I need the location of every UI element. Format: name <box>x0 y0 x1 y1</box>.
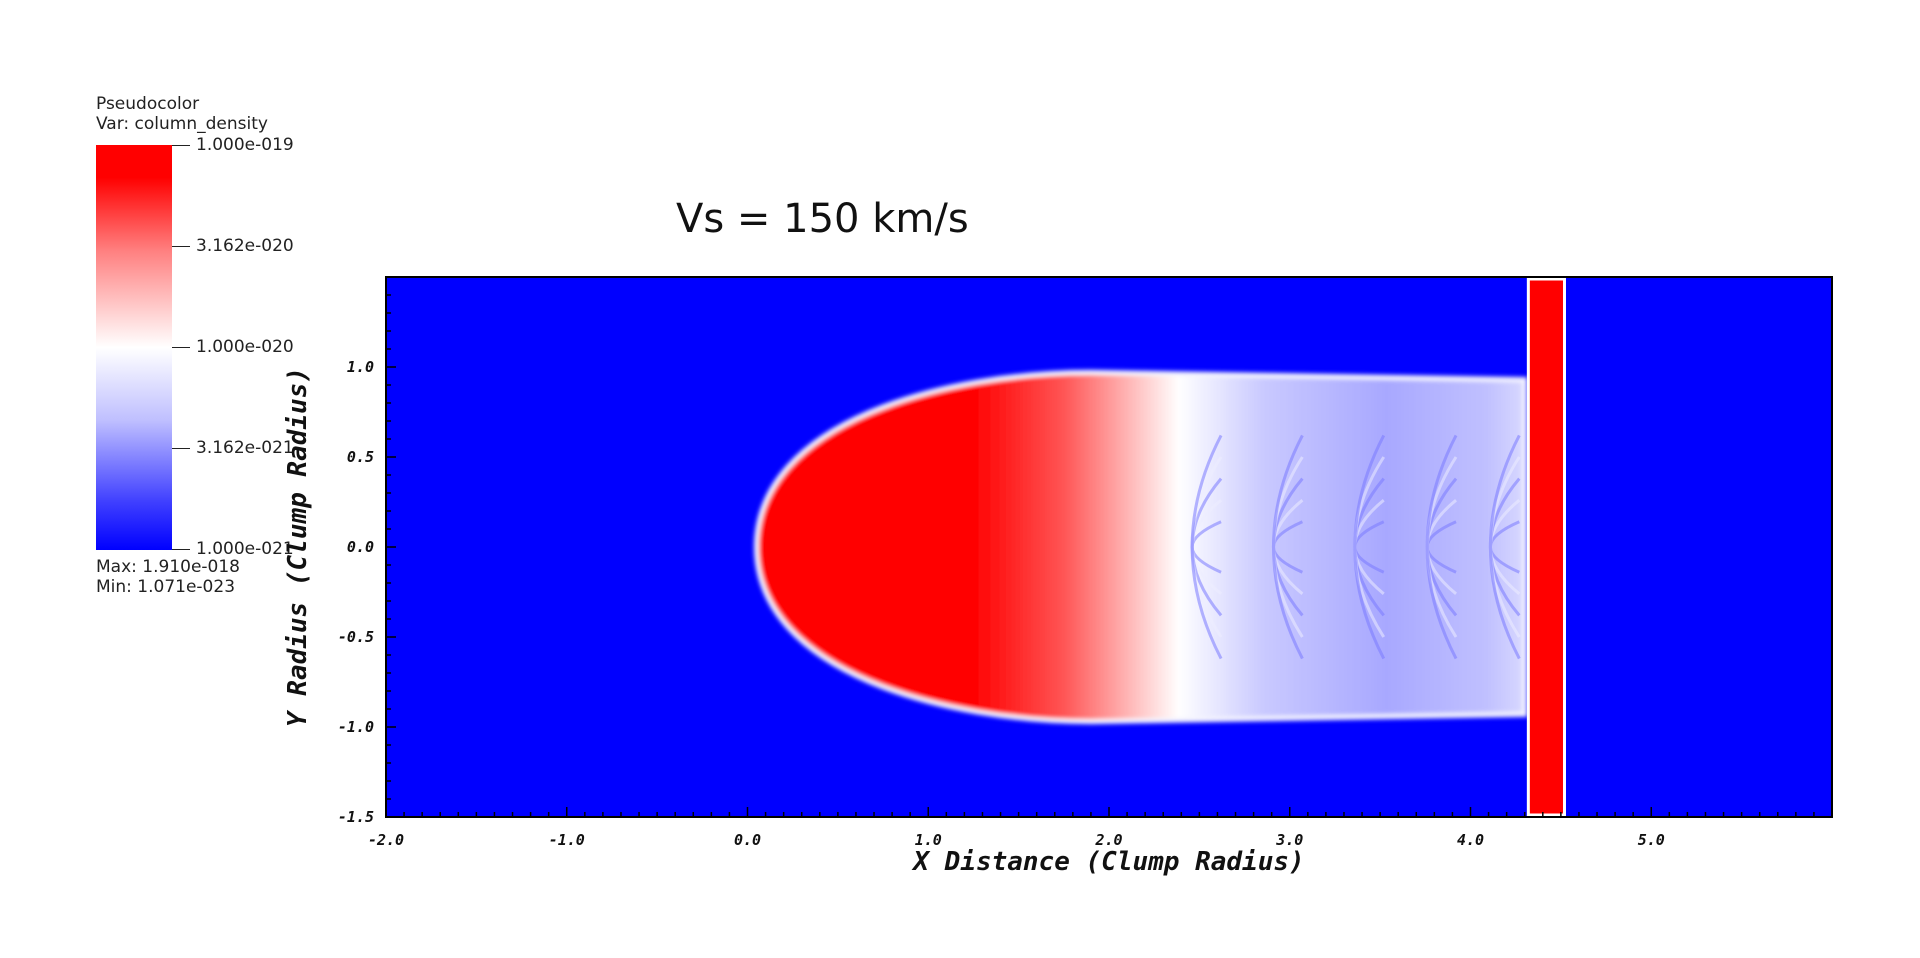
colorbar-tick <box>172 246 190 247</box>
stripe-pattern <box>1190 434 1521 660</box>
x-tick-label: 3.0 <box>1275 831 1303 849</box>
x-tick-label: 2.0 <box>1094 831 1122 849</box>
y-tick-label: -1.0 <box>338 718 374 736</box>
stripe <box>1190 434 1223 660</box>
y-tick-label: -0.5 <box>338 628 374 646</box>
colorbar-tick-label: 1.000e-019 <box>196 135 294 155</box>
legend-plot-type: Pseudocolor <box>96 94 200 114</box>
colorbar-tick-label: 3.162e-021 <box>196 438 294 458</box>
colorbar-tick-label: 1.000e-021 <box>196 539 294 559</box>
plot-title: Vs = 150 km/s <box>676 196 969 242</box>
x-tick-label: -2.0 <box>368 831 404 849</box>
legend-min: Min: 1.071e-023 <box>96 577 236 597</box>
x-tick-label: 5.0 <box>1638 831 1665 849</box>
y-tick-label: 0.0 <box>347 538 374 556</box>
stripe <box>1271 434 1304 660</box>
colorbar-tick <box>172 448 190 449</box>
legend-variable: Var: column_density <box>96 114 268 134</box>
colorbar-tick <box>172 549 190 550</box>
colorbar-tick-label: 1.000e-020 <box>196 337 294 357</box>
colorbar-tick <box>172 145 190 146</box>
x-tick-label: -1.0 <box>549 831 585 849</box>
y-tick-label: 1.0 <box>347 358 374 376</box>
stripe <box>1488 434 1521 660</box>
y-axis-title: Y Radius (Clump Radius) <box>283 367 313 727</box>
y-axis: -1.5 -1.0 -0.5 0.0 0.5 1.0 <box>338 276 396 826</box>
colorbar <box>96 145 172 550</box>
legend-max: Max: 1.910e-018 <box>96 557 240 577</box>
x-tick-label: 1.0 <box>915 831 942 849</box>
y-tick-label: 0.5 <box>347 448 374 466</box>
x-axis-title: X Distance (Clump Radius) <box>911 847 1304 877</box>
colorbar-tick-label: 3.162e-020 <box>196 236 294 256</box>
x-tick-label: 4.0 <box>1457 831 1484 849</box>
y-tick-label: -1.5 <box>338 808 374 826</box>
colorbar-tick <box>172 347 190 348</box>
x-tick-label: 0.0 <box>734 831 761 849</box>
clump-body <box>754 369 1528 725</box>
colorbar-legend: Pseudocolor Var: column_density 1.000e-0… <box>96 94 356 614</box>
stripe <box>1425 434 1458 660</box>
stripe <box>1353 434 1386 660</box>
x-axis: -2.0 -1.0 0.0 1.0 2.0 3.0 4.0 5.0 <box>368 807 1833 849</box>
shock-band <box>1526 277 1566 817</box>
